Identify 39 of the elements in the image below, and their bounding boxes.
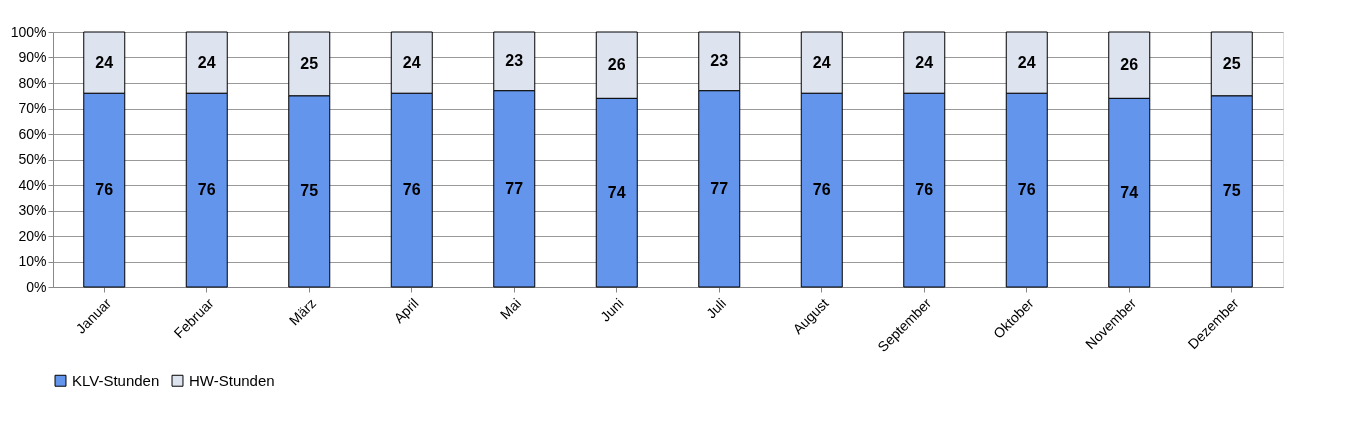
data-label: 25	[1222, 54, 1241, 72]
data-label: 76	[1017, 181, 1036, 199]
data-label: 76	[915, 181, 934, 199]
y-tick-label: 60%	[18, 125, 47, 142]
data-label: 74	[607, 183, 626, 201]
data-label: 76	[812, 181, 831, 199]
data-label: 24	[402, 53, 421, 71]
y-tick-label: 20%	[18, 227, 47, 244]
x-tick-label: Mai	[496, 295, 525, 323]
data-label: 24	[812, 53, 831, 71]
data-label: 23	[505, 52, 524, 70]
y-tick-label: 90%	[18, 49, 47, 65]
y-tick-label: 10%	[18, 253, 47, 269]
y-tick-label: 70%	[18, 100, 47, 116]
data-label: 24	[1017, 53, 1036, 71]
data-label: 26	[1120, 56, 1139, 74]
data-label: 75	[300, 182, 319, 200]
y-tick-label: 30%	[18, 202, 47, 218]
y-tick-label: 100%	[10, 23, 47, 40]
data-label: 74	[1120, 183, 1139, 201]
data-label: 76	[402, 181, 421, 199]
data-label: 76	[197, 181, 216, 199]
y-tick-label: 80%	[18, 74, 47, 91]
data-label: 75	[1222, 182, 1241, 200]
y-tick-label: 0%	[26, 278, 47, 295]
data-label: 24	[95, 53, 114, 71]
y-tick-label: 40%	[18, 176, 47, 193]
x-tick-label: Juli	[702, 295, 730, 322]
data-label: 76	[95, 181, 114, 199]
y-tick-label: 50%	[18, 151, 47, 167]
data-label: 77	[710, 179, 729, 197]
data-label: 23	[710, 52, 729, 70]
data-label: 24	[197, 53, 216, 71]
legend-label: KLV-Stunden	[72, 371, 160, 389]
data-label: 77	[505, 179, 524, 197]
data-label: 26	[607, 56, 626, 74]
data-label: 24	[915, 53, 934, 71]
data-label: 25	[300, 54, 319, 72]
legend-label: HW-Stunden	[189, 371, 275, 389]
